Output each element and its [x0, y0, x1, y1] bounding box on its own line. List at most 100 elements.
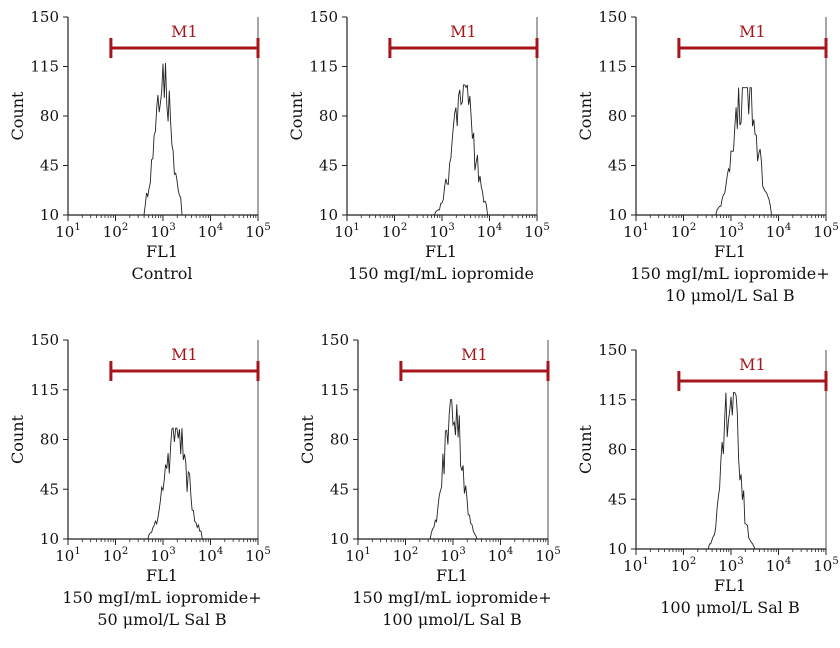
- x-tick-exponent: 2: [122, 546, 128, 557]
- x-tick-exponent: 5: [264, 222, 270, 233]
- y-tick-label: 45: [608, 490, 627, 508]
- x-tick-exponent: 4: [217, 546, 223, 557]
- gate-label: M1: [739, 355, 766, 374]
- x-tick-exponent: 5: [554, 546, 560, 557]
- histogram-trace: [358, 399, 548, 540]
- y-tick-label: 45: [319, 157, 338, 175]
- x-tick-base: 10: [150, 223, 169, 241]
- x-axis-label: FL1: [436, 566, 468, 585]
- x-tick-base: 10: [103, 223, 122, 241]
- x-tick-base: 10: [345, 547, 364, 565]
- x-tick-label: 104: [477, 222, 502, 241]
- x-axis-label: FL1: [146, 242, 178, 261]
- x-tick-base: 10: [55, 547, 74, 565]
- y-tick-label: 150: [320, 331, 349, 349]
- x-tick-label: 103: [150, 222, 175, 241]
- x-tick-exponent: 4: [785, 222, 791, 233]
- y-tick-label: 10: [40, 206, 59, 224]
- y-tick-label: 80: [40, 107, 59, 125]
- x-tick-base: 10: [671, 557, 690, 575]
- x-tick-base: 10: [198, 547, 217, 565]
- x-tick-base: 10: [671, 223, 690, 241]
- x-axis-label: FL1: [714, 576, 746, 595]
- x-tick-exponent: 1: [74, 222, 80, 233]
- x-tick-base: 10: [245, 547, 264, 565]
- y-tick-label: 150: [30, 8, 59, 26]
- gate-label: M1: [171, 22, 198, 41]
- x-tick-label: 101: [334, 222, 359, 241]
- x-tick-exponent: 3: [448, 222, 454, 233]
- x-tick-exponent: 1: [364, 546, 370, 557]
- x-tick-base: 10: [55, 223, 74, 241]
- x-tick-base: 10: [334, 223, 353, 241]
- x-tick-label: 102: [393, 546, 418, 565]
- y-tick-label: 45: [40, 480, 59, 498]
- y-tick-label: 45: [330, 480, 349, 498]
- y-tick-label: 80: [330, 431, 349, 449]
- panel-caption: 150 mgI/mL iopromide+: [630, 264, 829, 283]
- x-tick-base: 10: [535, 547, 554, 565]
- panel-caption: 150 mgI/mL iopromide+: [62, 588, 261, 607]
- y-axis-label: Count: [576, 424, 595, 473]
- x-tick-base: 10: [623, 557, 642, 575]
- gate-label: M1: [171, 345, 198, 364]
- y-tick-label: 10: [608, 540, 627, 558]
- x-tick-base: 10: [198, 223, 217, 241]
- x-tick-exponent: 1: [74, 546, 80, 557]
- x-tick-label: 105: [245, 222, 270, 241]
- y-tick-label: 45: [608, 157, 627, 175]
- x-tick-base: 10: [245, 223, 264, 241]
- x-tick-label: 103: [429, 222, 454, 241]
- x-tick-label: 101: [55, 222, 80, 241]
- x-tick-base: 10: [623, 223, 642, 241]
- x-tick-exponent: 1: [353, 222, 359, 233]
- x-tick-base: 10: [813, 223, 832, 241]
- x-axis-label: FL1: [146, 566, 178, 585]
- y-tick-label: 10: [40, 530, 59, 548]
- y-tick-label: 150: [598, 341, 627, 359]
- panel-caption: 10 μmol/L Sal B: [665, 286, 794, 305]
- panel-caption: 100 μmol/L Sal B: [382, 610, 522, 629]
- x-tick-exponent: 4: [217, 222, 223, 233]
- x-tick-label: 103: [150, 546, 175, 565]
- x-tick-label: 102: [103, 546, 128, 565]
- histogram-trace: [347, 84, 537, 216]
- y-axis-label: Count: [298, 414, 317, 463]
- y-tick-label: 150: [598, 8, 627, 26]
- x-tick-exponent: 1: [642, 222, 648, 233]
- y-tick-label: 115: [309, 58, 338, 76]
- x-tick-label: 101: [623, 222, 648, 241]
- x-tick-label: 101: [345, 546, 370, 565]
- y-tick-label: 80: [319, 107, 338, 125]
- histogram-trace: [68, 427, 258, 540]
- x-tick-exponent: 4: [496, 222, 502, 233]
- y-tick-label: 80: [40, 431, 59, 449]
- x-tick-label: 103: [440, 546, 465, 565]
- x-tick-label: 102: [382, 222, 407, 241]
- x-tick-base: 10: [524, 223, 543, 241]
- y-tick-label: 80: [608, 441, 627, 459]
- x-tick-label: 103: [718, 556, 743, 575]
- x-tick-exponent: 3: [169, 222, 175, 233]
- x-tick-exponent: 3: [459, 546, 465, 557]
- x-tick-label: 104: [766, 222, 791, 241]
- x-tick-exponent: 2: [122, 222, 128, 233]
- x-tick-base: 10: [488, 547, 507, 565]
- y-tick-label: 10: [330, 530, 349, 548]
- x-tick-label: 101: [623, 556, 648, 575]
- x-tick-label: 105: [535, 546, 560, 565]
- panel-caption: 100 μmol/L Sal B: [660, 598, 800, 617]
- y-tick-label: 10: [608, 206, 627, 224]
- x-tick-exponent: 2: [690, 556, 696, 567]
- x-tick-label: 102: [671, 222, 696, 241]
- x-tick-label: 104: [198, 222, 223, 241]
- y-tick-label: 80: [608, 107, 627, 125]
- x-tick-base: 10: [103, 547, 122, 565]
- y-tick-label: 150: [30, 331, 59, 349]
- x-tick-label: 104: [198, 546, 223, 565]
- x-tick-exponent: 2: [412, 546, 418, 557]
